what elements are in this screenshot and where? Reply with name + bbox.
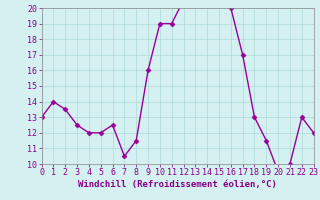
X-axis label: Windchill (Refroidissement éolien,°C): Windchill (Refroidissement éolien,°C) xyxy=(78,180,277,189)
